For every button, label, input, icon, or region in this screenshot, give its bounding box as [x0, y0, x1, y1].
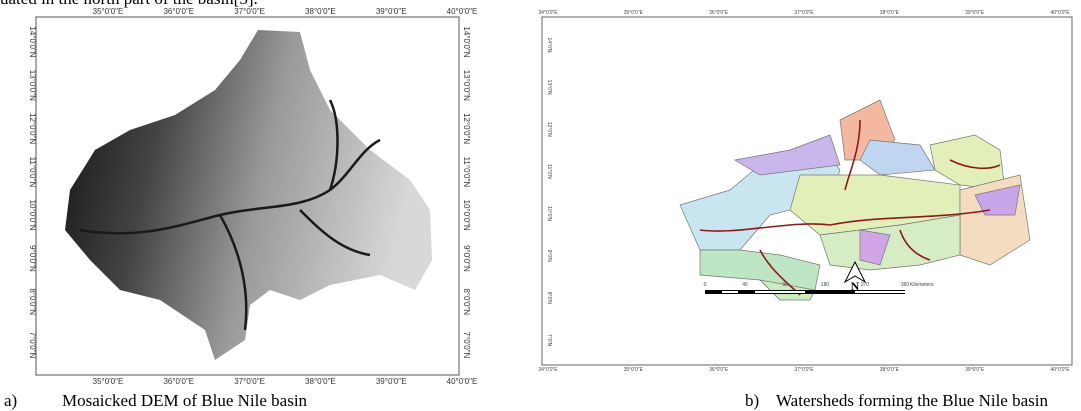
axis-label: 7°0'N — [546, 334, 552, 347]
streams — [699, 119, 1001, 296]
axis-label: 10°0'0"N — [462, 200, 471, 231]
axis-label: 9°0'N — [546, 250, 552, 263]
river-network — [79, 99, 381, 331]
axis-label: 40°0'0"E — [447, 377, 478, 386]
axis-label: 38°0'0"E — [880, 367, 900, 373]
axis-label: 0 — [704, 282, 707, 288]
axis-label: 40°0'0"E — [447, 7, 478, 16]
scale-bar-segment — [755, 291, 805, 293]
axis-label: 39°0'0"E — [376, 377, 407, 386]
figure-label: a) — [4, 391, 17, 410]
axis-label: 9°0'0"N — [28, 245, 37, 272]
axis-label: 36°0'0"E — [709, 367, 729, 373]
axis-label: 360 — [901, 282, 910, 288]
axis-label: 36°0'0"E — [163, 377, 194, 386]
axis-label: 40°0'0"E — [1050, 10, 1070, 16]
scale-bar-segment — [855, 291, 905, 293]
axis-label: 11°0'N — [546, 164, 552, 179]
axis-label: 35°0'0"E — [93, 377, 124, 386]
axis-label: 12°0'N — [546, 122, 552, 137]
axis-label: 14°0'0"N — [28, 26, 37, 57]
axis-label: 37°0'0"E — [234, 377, 265, 386]
axis-label: 34°0'0"E — [538, 367, 558, 373]
axis-label: 12°0'0"N — [462, 113, 471, 144]
axis-label: 10°0'N — [546, 206, 552, 221]
axis-label: 270 — [861, 282, 870, 288]
axis-label: 35°0'0"E — [624, 367, 644, 373]
axis-label: 34°0'0"E — [538, 10, 558, 16]
axis-label: 13°0'0"N — [28, 70, 37, 101]
axis-label: 36°0'0"E — [163, 7, 194, 16]
axis-label: 12°0'0"N — [28, 113, 37, 144]
intro-text: uated in the north part of the basin[5]. — [0, 0, 258, 8]
axis-label: 39°0'0"E — [965, 367, 985, 373]
axis-label: 13°0'N — [546, 80, 552, 95]
figure-caption: Watersheds forming the Blue Nile basin — [776, 391, 1048, 410]
axis-label: 35°0'0"E — [93, 7, 124, 16]
axis-label: 37°0'0"E — [234, 7, 265, 16]
scale-unit: Kilometers — [910, 282, 934, 288]
axis-label: 45 — [742, 282, 748, 288]
axis-label: 14°0'N — [546, 38, 552, 53]
axis-label: 8°0'0"N — [28, 288, 37, 315]
axis-label: 10°0'0"N — [28, 200, 37, 231]
axis-label: 35°0'0"E — [624, 10, 644, 16]
scale-bar-segment — [722, 291, 738, 293]
axis-label: 90 — [782, 282, 788, 288]
axis-label: 11°0'0"N — [28, 157, 37, 188]
axis-label: 37°0'0"E — [794, 10, 814, 16]
axis-label: 14°0'0"N — [462, 26, 471, 57]
figure-label: b) — [745, 391, 759, 410]
axis-label: 13°0'0"N — [462, 70, 471, 101]
axis-label: 7°0'0"N — [28, 332, 37, 359]
axis-label: 39°0'0"E — [376, 7, 407, 16]
axis-label: 8°0'N — [546, 292, 552, 305]
axis-label: 38°0'0"E — [880, 10, 900, 16]
axis-label: 39°0'0"E — [965, 10, 985, 16]
north-arrow — [843, 260, 867, 284]
dem-basin — [65, 30, 432, 360]
axis-label: 11°0'0"N — [462, 157, 471, 188]
axis-label: 36°0'0"E — [709, 10, 729, 16]
axis-label: 37°0'0"E — [794, 367, 814, 373]
north-label: N — [851, 279, 860, 293]
axis-label: 8°0'0"N — [462, 288, 471, 315]
axis-label: 40°0'0"E — [1050, 367, 1070, 373]
axis-label: 9°0'0"N — [462, 245, 471, 272]
figure-caption: Mosaicked DEM of Blue Nile basin — [62, 391, 308, 410]
axis-label: 38°0'0"E — [305, 377, 336, 386]
axis-label: 7°0'0"N — [462, 332, 471, 359]
axis-label: 180 — [821, 282, 830, 288]
axis-label: 38°0'0"E — [305, 7, 336, 16]
